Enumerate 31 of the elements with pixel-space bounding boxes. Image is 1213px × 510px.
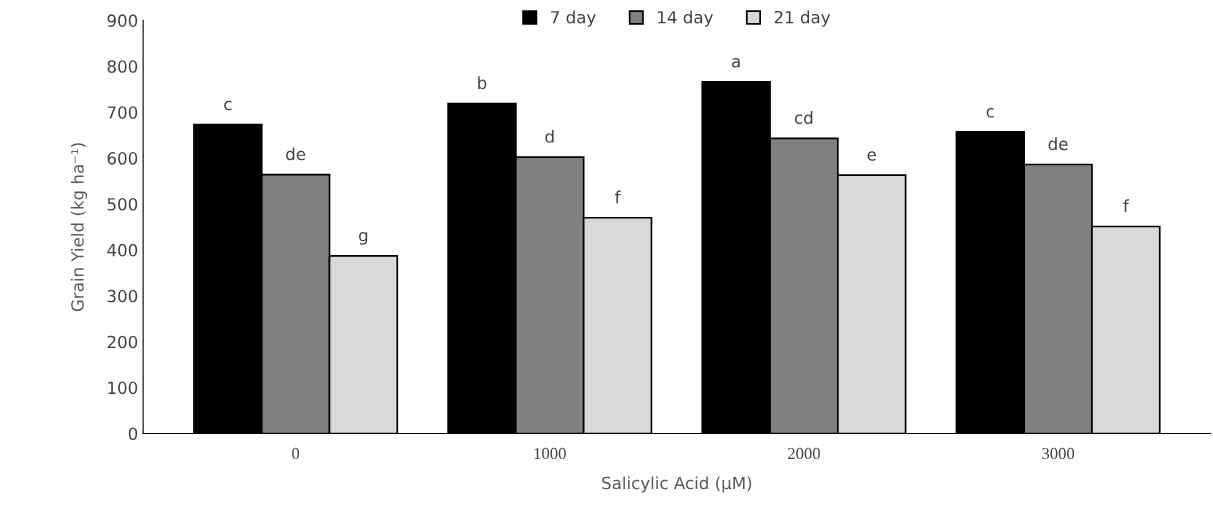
y-tick-label: 200 — [107, 335, 138, 349]
y-tick-label: 400 — [107, 243, 138, 257]
y-tick-label: 100 — [108, 381, 138, 395]
y-tick-label: 700 — [107, 106, 138, 119]
data-label: e — [867, 151, 876, 161]
data-label: b — [478, 76, 487, 90]
y-tick-label: 500 — [107, 197, 138, 211]
y-tick-label: 0 — [128, 427, 138, 441]
legend-label: 7 day — [551, 10, 596, 27]
legend-label: 14 day — [658, 10, 713, 27]
x-tick-label: 2000 — [788, 447, 820, 460]
data-label: de — [1048, 137, 1068, 151]
data-label: de — [286, 147, 306, 161]
data-label: cd — [794, 111, 813, 125]
y-tick-label: 800 — [107, 60, 138, 73]
data-label: g — [359, 231, 368, 245]
data-label: f — [615, 190, 621, 204]
x-tick-label: 1000 — [534, 447, 566, 460]
x-tick-label: 3000 — [1042, 447, 1075, 460]
data-label: c — [224, 100, 232, 111]
y-tick-label: 600 — [107, 152, 138, 165]
data-label: d — [545, 129, 554, 143]
data-label: a — [732, 58, 740, 68]
y-tick-label: 900 — [107, 14, 138, 27]
y-tick-label: 300 — [107, 289, 138, 303]
x-axis-title: Salicylic Acid (µM) — [602, 476, 752, 493]
legend-label: 21 day — [774, 10, 831, 27]
data-label: f — [1123, 199, 1130, 212]
data-label: c — [986, 108, 994, 118]
y-axis-title: Grain Yield (kg ha⁻¹) — [70, 143, 88, 312]
x-tick-label: 0 — [292, 447, 300, 460]
